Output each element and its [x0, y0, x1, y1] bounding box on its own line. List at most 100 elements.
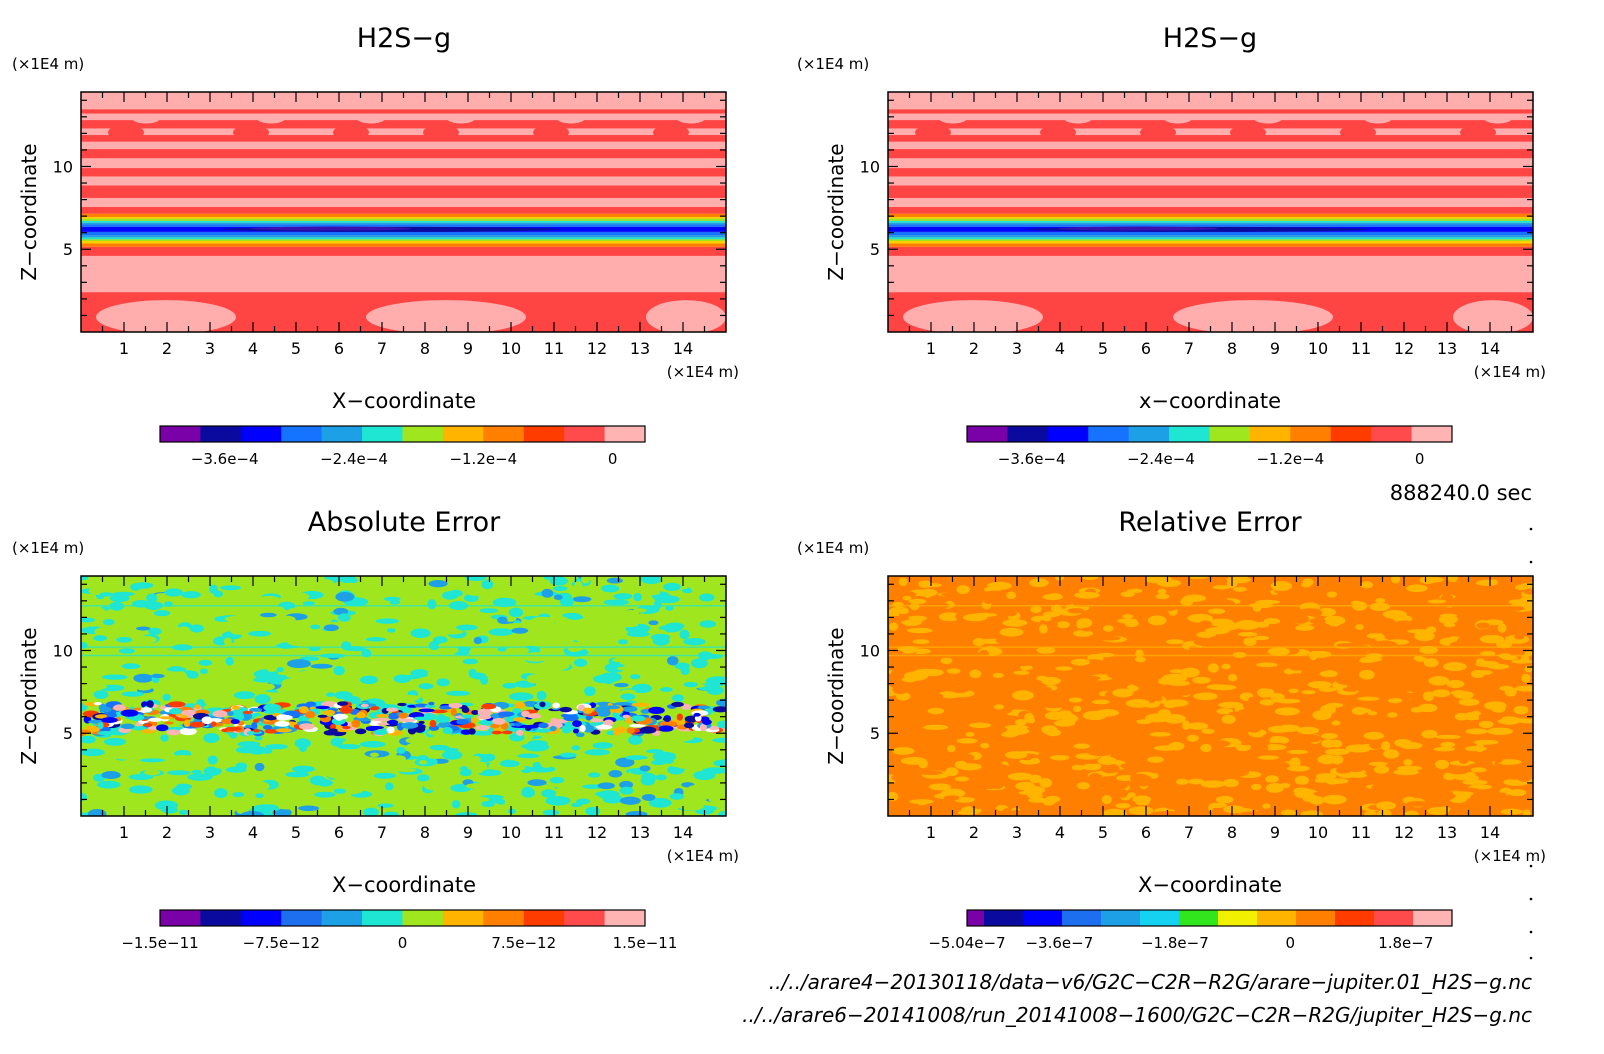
x-tick-label: 11 — [1351, 339, 1371, 358]
x-tick-label: 3 — [1012, 823, 1022, 842]
x-tick-label: 13 — [1437, 823, 1457, 842]
colorbar-swatch — [1169, 426, 1210, 442]
colorbar-swatch — [1249, 426, 1291, 442]
plot-area — [81, 576, 726, 816]
colorbar-swatch — [1374, 910, 1414, 926]
colorbar: −3.6e−4 −2.4e−4 −1.2e−4 0 — [159, 425, 646, 468]
colorbar-swatch — [1296, 910, 1336, 926]
x-tick-label: 9 — [463, 339, 473, 358]
x-tick-label: 10 — [1308, 823, 1328, 842]
x-unit-label: (×1E4 m) — [667, 847, 739, 865]
colorbar-swatch — [281, 910, 323, 926]
x-tick-label: 10 — [501, 823, 521, 842]
x-tick-label: 1 — [926, 823, 936, 842]
x-tick-label: 9 — [1270, 339, 1280, 358]
x-tick-label: 11 — [1351, 823, 1371, 842]
x-unit-label: (×1E4 m) — [1474, 847, 1546, 865]
colorbar-swatch — [564, 910, 606, 926]
colorbar-swatch — [402, 910, 444, 926]
x-tick-label: 5 — [291, 823, 301, 842]
colorbar-swatch — [1023, 910, 1063, 926]
colorbar-tick-label: 0 — [608, 450, 618, 468]
x-tick-label: 9 — [1270, 823, 1280, 842]
colorbar-swatch — [1101, 910, 1141, 926]
colorbar-swatch — [240, 910, 282, 926]
colorbar-swatch — [240, 426, 282, 442]
x-tick-label: 6 — [334, 339, 344, 358]
colorbar-tick-label: 0 — [1286, 934, 1296, 952]
x-unit-label: (×1E4 m) — [1474, 363, 1546, 381]
x-tick-label: 4 — [248, 339, 258, 358]
colorbar-swatch — [1007, 426, 1049, 442]
colorbar-swatch — [483, 426, 525, 442]
colorbar-swatch — [1218, 910, 1258, 926]
colorbar-swatch — [200, 910, 242, 926]
file-path-1: ../../arare4−20130118/data−v6/G2C−C2R−R2… — [769, 970, 1532, 994]
x-tick-label: 5 — [1098, 339, 1108, 358]
y-axis-title: Z−coordinate — [17, 627, 41, 764]
colorbar-swatch — [442, 426, 484, 442]
y-unit-label: (×1E4 m) — [797, 55, 869, 73]
panel-title: Absolute Error — [308, 507, 501, 538]
y-unit-label: (×1E4 m) — [12, 55, 84, 73]
colorbar-tick-label: 0 — [398, 934, 408, 952]
file-path-2: ../../arare6−20141008/run_20141008−1600/… — [742, 1003, 1532, 1027]
colorbar-tick-label: 1.8e−7 — [1378, 934, 1433, 952]
x-tick-label: 6 — [334, 823, 344, 842]
colorbar-frame — [966, 425, 1453, 443]
colorbar-tick-label: −5.04e−7 — [928, 934, 1005, 952]
x-tick-label: 14 — [673, 339, 693, 358]
colorbar-swatch — [281, 426, 323, 442]
x-tick-label: 8 — [1227, 339, 1237, 358]
x-tick-label: 10 — [1308, 339, 1328, 358]
panel-absolute-error: Absolute Error (×1E4 m) 1 2 3 4 5 6 7 8 9 10 11 12 1… — [12, 507, 739, 952]
colorbar-swatch — [967, 426, 1008, 442]
colorbar-swatch — [523, 910, 565, 926]
x-unit-label: (×1E4 m) — [667, 363, 739, 381]
x-axis-title: X−coordinate — [332, 389, 476, 413]
x-tick-label: 14 — [1480, 339, 1500, 358]
colorbar-tick-label: −1.2e−4 — [1256, 450, 1324, 468]
colorbar-swatch — [984, 910, 1024, 926]
x-tick-label: 5 — [1098, 823, 1108, 842]
colorbar-swatch — [967, 910, 985, 926]
x-tick-label: 8 — [1227, 823, 1237, 842]
colorbar-swatch — [1179, 910, 1219, 926]
x-tick-label: 7 — [377, 823, 387, 842]
x-axis-title: X−coordinate — [1138, 873, 1282, 897]
y-tick-label: 10 — [53, 157, 73, 176]
y-tick-label: 5 — [63, 240, 73, 259]
colorbar-swatch — [362, 426, 403, 442]
colorbar-swatch — [160, 910, 201, 926]
colorbar-tick-label: −2.4e−4 — [320, 450, 388, 468]
colorbar-swatch — [1411, 426, 1453, 442]
y-unit-label: (×1E4 m) — [12, 539, 84, 557]
x-tick-label: 12 — [1394, 339, 1414, 358]
edge-dots — [1529, 527, 1533, 960]
colorbar-swatch — [1413, 910, 1453, 926]
time-label: 888240.0 sec — [1390, 481, 1532, 505]
x-tick-label: 13 — [630, 823, 650, 842]
panel-relative-error: Relative Error (×1E4 m) 1 2 3 4 5 6 7 8 9 10 11 12 1… — [797, 507, 1546, 952]
colorbar-swatch — [523, 426, 565, 442]
colorbar-frame — [159, 425, 646, 443]
x-tick-label: 2 — [969, 339, 979, 358]
x-tick-label: 3 — [1012, 339, 1022, 358]
colorbar-tick-label: −3.6e−7 — [1025, 934, 1093, 952]
colorbar-frame — [966, 909, 1453, 927]
colorbar-tick-label: −7.5e−12 — [243, 934, 320, 952]
x-tick-label: 1 — [119, 339, 129, 358]
colorbar-swatch — [402, 426, 444, 442]
x-tick-label: 14 — [673, 823, 693, 842]
colorbar-tick-label: −3.6e−4 — [191, 450, 259, 468]
x-tick-label: 6 — [1141, 339, 1151, 358]
y-axis-title: Z−coordinate — [824, 627, 848, 764]
panel-title: H2S−g — [1163, 23, 1257, 54]
x-tick-label: 11 — [544, 339, 564, 358]
y-tick-label: 10 — [860, 641, 880, 660]
colorbar-swatch — [1140, 910, 1180, 926]
colorbar-tick-label: 0 — [1415, 450, 1425, 468]
colorbar-tick-label: −3.6e−4 — [998, 450, 1066, 468]
